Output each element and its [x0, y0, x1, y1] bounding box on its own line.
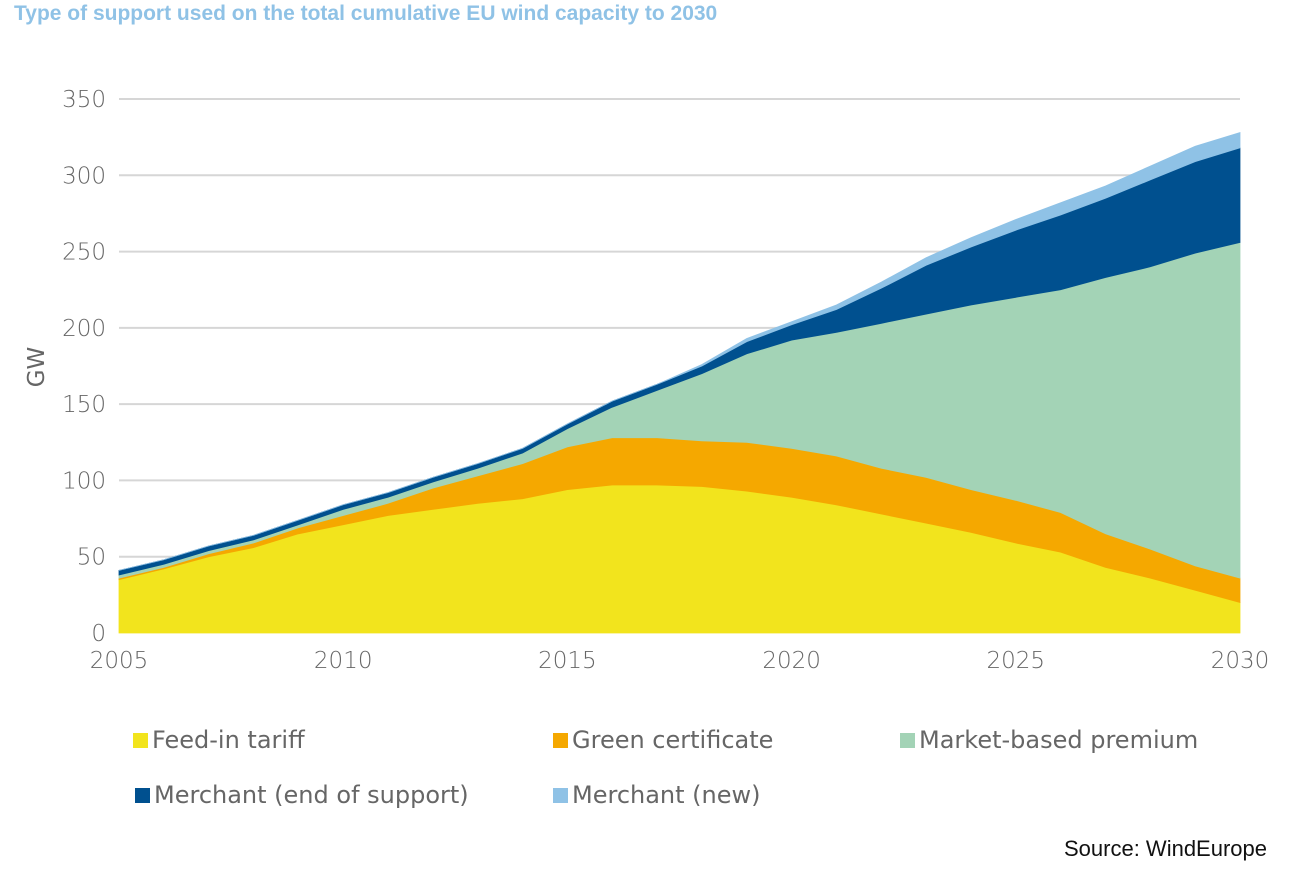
- area-series-merchant-new: [118, 132, 1241, 571]
- x-tick-label: 2005: [90, 648, 149, 674]
- source-note: Source: WindEurope: [1064, 836, 1267, 861]
- x-tick-label: 2015: [538, 648, 597, 674]
- y-tick-label: 350: [62, 87, 106, 113]
- x-tick-label: 2030: [1211, 648, 1270, 674]
- x-tick-label: 2020: [762, 648, 821, 674]
- y-tick-label: 100: [62, 468, 106, 494]
- x-tick-label: 2025: [987, 648, 1046, 674]
- y-tick-label: 250: [62, 240, 106, 266]
- y-tick-label: 150: [62, 392, 106, 418]
- x-tick-label: 2010: [314, 648, 373, 674]
- stacked-areas: [118, 132, 1241, 634]
- axis-ticks: 0 50 100 150 200 250 300 350 2005 2010 2015 2020 202…: [62, 87, 1269, 674]
- y-axis-label: GW: [24, 347, 50, 388]
- chart-title: Type of support used on the total cumula…: [14, 2, 718, 25]
- y-tick-label: 300: [62, 163, 106, 189]
- y-tick-label: 0: [91, 621, 106, 647]
- y-tick-label: 50: [77, 545, 106, 571]
- y-tick-label: 200: [62, 316, 106, 342]
